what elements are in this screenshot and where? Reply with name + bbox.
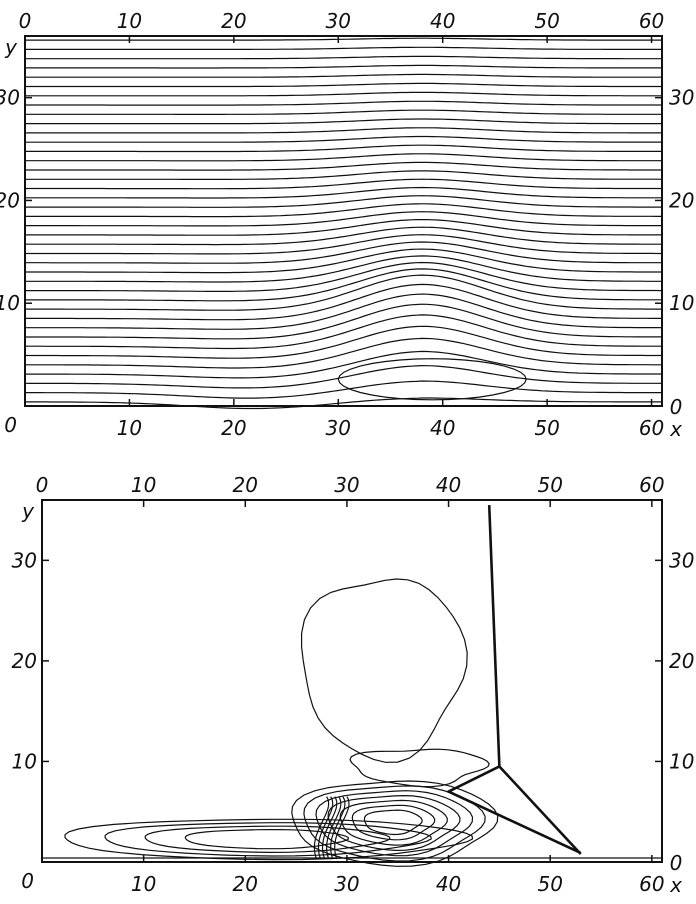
bottom-x-tick-label: 30 <box>334 872 359 896</box>
right-y-tick-label: 30 <box>669 86 694 110</box>
streamline-contour <box>25 137 662 143</box>
bottom-x-tick-label: 40 <box>436 872 461 896</box>
reflected-shock <box>499 766 580 853</box>
streamline-contour <box>25 83 662 86</box>
top-x-tick-label: 50 <box>537 473 562 497</box>
bottom-x-tick-label: 10 <box>117 416 142 440</box>
top-x-tick-label: 0 <box>19 9 32 33</box>
right-origin-label: 0 <box>670 395 683 419</box>
streamline-contour <box>25 145 662 151</box>
bottom-x-tick-label: 20 <box>233 872 258 896</box>
streamline-contour <box>25 263 662 292</box>
streamline-contour <box>25 269 662 301</box>
streamline-contour <box>25 171 662 180</box>
top-contour-lines <box>25 38 662 408</box>
right-y-tick-label: 10 <box>669 749 694 773</box>
bottom-x-tick-label: 60 <box>639 872 664 896</box>
right-y-tick-label: 30 <box>669 548 694 572</box>
streamline-contour <box>25 74 662 77</box>
streamline-contour <box>25 294 662 329</box>
wall-layer-contour <box>105 823 431 856</box>
streamline-contour <box>25 275 662 310</box>
x-axis-label: x <box>669 873 682 897</box>
left-y-tick-label: 20 <box>12 649 37 673</box>
streamline-contour <box>25 227 662 244</box>
right-y-tick-label: 20 <box>669 188 694 212</box>
streamline-contour <box>25 179 662 189</box>
bottom-contour-lines <box>42 505 662 866</box>
bottom-x-tick-label: 20 <box>221 416 246 440</box>
streamline-contour <box>25 110 662 114</box>
top-x-tick-label: 10 <box>117 9 142 33</box>
recirculation-contour <box>338 359 526 400</box>
top-x-tick-label: 40 <box>430 9 455 33</box>
streamline-contour <box>25 92 662 95</box>
bubble-contour <box>302 579 468 762</box>
top-x-tick-label: 20 <box>221 9 246 33</box>
streamline-contour <box>25 47 662 49</box>
x-axis-label: x <box>669 417 682 441</box>
streamline-contour <box>25 162 662 170</box>
top-x-tick-label: 0 <box>36 473 49 497</box>
slip-line <box>449 766 581 852</box>
top-x-tick-label: 50 <box>534 9 559 33</box>
bottom-x-tick-label: 10 <box>131 872 156 896</box>
top-x-tick-label: 20 <box>233 473 258 497</box>
bottom-plot-frame <box>42 500 662 862</box>
streamline-contour <box>25 366 662 388</box>
y-axis-label: y <box>4 35 18 59</box>
bottom-x-tick-label: 40 <box>430 416 455 440</box>
top-x-tick-label: 30 <box>326 9 351 33</box>
streamline-contour <box>25 212 662 226</box>
top-axis-ticks <box>25 36 662 406</box>
y-axis-label: y <box>21 499 35 523</box>
right-origin-label: 0 <box>670 851 683 875</box>
streamline-contour <box>25 101 662 105</box>
wall-layer-contour <box>65 819 473 859</box>
top-contour-panel: 010203040506010203040506010203010203000x… <box>0 9 694 441</box>
top-x-tick-label: 30 <box>334 473 359 497</box>
bottom-x-tick-label: 50 <box>537 872 562 896</box>
top-x-tick-label: 60 <box>639 9 664 33</box>
left-y-tick-label: 30 <box>0 86 20 110</box>
streamline-contour <box>25 56 662 58</box>
streamline-contour <box>25 128 662 133</box>
streamline-contour <box>25 154 662 161</box>
left-y-tick-label: 20 <box>0 188 20 212</box>
bottom-x-tick-label: 60 <box>639 416 664 440</box>
incident-shock <box>489 505 499 766</box>
streamline-contour <box>25 65 662 68</box>
streamline-contour <box>25 38 662 40</box>
bottom-axis-ticks <box>42 500 662 862</box>
top-x-tick-label: 60 <box>639 473 664 497</box>
bottom-x-tick-label: 50 <box>534 416 559 440</box>
streamline-contour <box>25 119 662 124</box>
bottom-x-tick-label: 30 <box>326 416 351 440</box>
top-x-tick-label: 10 <box>131 473 156 497</box>
right-y-tick-label: 10 <box>669 291 694 315</box>
streamline-contour <box>25 284 662 319</box>
streamline-contour <box>25 220 662 236</box>
right-y-tick-label: 20 <box>669 649 694 673</box>
left-origin-label: 0 <box>21 869 34 893</box>
top-plot-frame <box>25 36 662 406</box>
streamline-contour <box>25 326 662 358</box>
left-y-tick-label: 10 <box>12 749 37 773</box>
left-origin-label: 0 <box>4 413 17 437</box>
left-y-tick-label: 30 <box>12 548 37 572</box>
left-y-tick-label: 10 <box>0 291 20 315</box>
bottom-axis-labels: 0 10 20 30 40 50 6010 20 30 40 50 6010203010203000x… <box>12 473 695 897</box>
top-x-tick-label: 40 <box>436 473 461 497</box>
